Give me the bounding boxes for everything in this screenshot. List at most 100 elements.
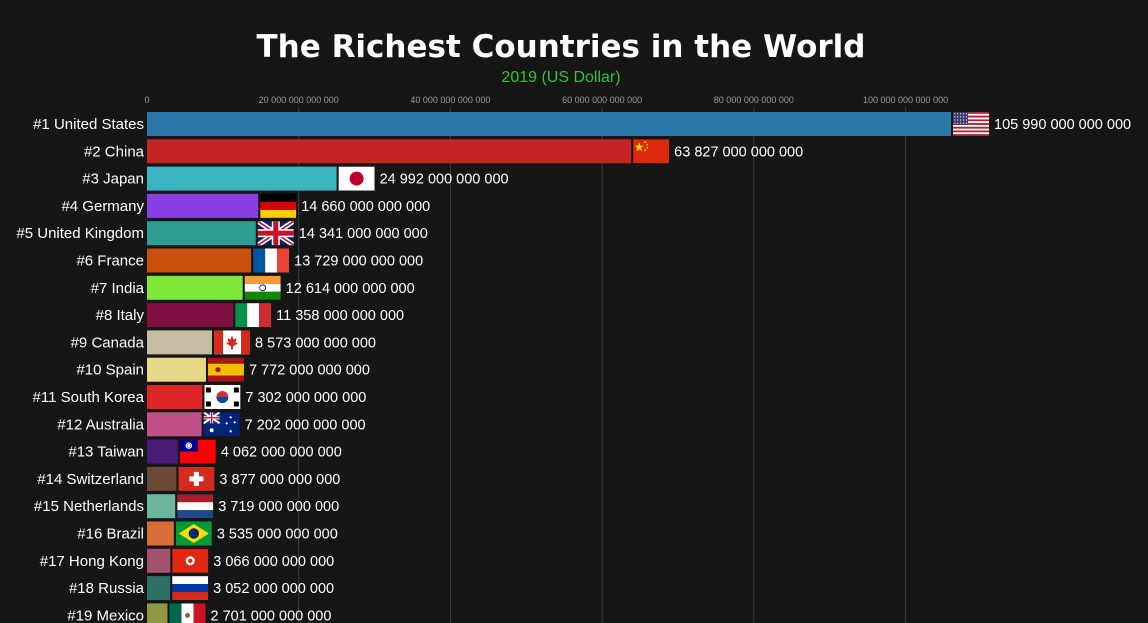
bar bbox=[147, 112, 951, 136]
category-label: #6 France bbox=[76, 253, 144, 270]
x-tick-label: 20 000 000 000 000 bbox=[259, 95, 339, 105]
bar bbox=[147, 275, 243, 300]
flag-ch-icon bbox=[178, 466, 215, 491]
category-label: #19 Mexico bbox=[67, 607, 144, 623]
category-label: #11 South Korea bbox=[33, 389, 145, 406]
value-label: 7 302 000 000 000 bbox=[245, 390, 366, 406]
value-label: 14 660 000 000 000 bbox=[301, 199, 430, 215]
bar-row: #13 Taiwan 4 062 000 000 000 bbox=[68, 439, 342, 464]
bar-row: #8 Italy 11 358 000 000 000 bbox=[96, 303, 404, 328]
bar bbox=[147, 466, 177, 491]
value-label: 24 992 000 000 000 bbox=[380, 172, 509, 188]
flag-ca-icon bbox=[214, 330, 251, 355]
x-tick-label: 80 000 000 000 000 bbox=[714, 95, 794, 105]
bar bbox=[147, 548, 171, 573]
bar-row: #1 United States 105 990 000 000 000 bbox=[33, 112, 1131, 136]
flag-it-icon bbox=[235, 303, 272, 328]
bar-row: #15 Netherlands 3 719 000 000 000 bbox=[34, 494, 339, 519]
bar bbox=[147, 303, 234, 328]
flag-in-icon bbox=[244, 275, 281, 300]
category-label: #16 Brazil bbox=[77, 526, 144, 543]
bars: #1 United States 105 990 000 000 000 #2 Ch… bbox=[16, 112, 1131, 623]
value-label: 12 614 000 000 000 bbox=[286, 281, 415, 297]
value-label: 7 772 000 000 000 bbox=[249, 363, 370, 379]
bar bbox=[147, 521, 174, 546]
category-label: #14 Switzerland bbox=[37, 471, 144, 488]
category-label: #5 United Kingdom bbox=[16, 225, 144, 242]
value-label: 2 701 000 000 000 bbox=[210, 608, 331, 623]
flag-de-icon bbox=[260, 193, 297, 218]
x-tick-label: 100 000 000 000 000 bbox=[863, 95, 948, 105]
flag-es-icon bbox=[207, 357, 244, 382]
bar-row: #2 China 63 827 000 000 000 bbox=[84, 139, 803, 164]
bar bbox=[147, 139, 632, 164]
flag-cn-icon bbox=[633, 139, 670, 164]
gridlines bbox=[298, 107, 907, 623]
bar-row: #19 Mexico 2 701 000 000 000 bbox=[67, 603, 331, 623]
value-label: 13 729 000 000 000 bbox=[294, 254, 423, 270]
bar-row: #17 Hong Kong 3 066 000 000 000 bbox=[40, 548, 334, 573]
bar-row: #14 Switzerland 3 877 000 000 000 bbox=[37, 466, 340, 491]
flag-us-icon bbox=[953, 112, 989, 136]
flag-br-icon bbox=[175, 521, 212, 546]
x-axis-ticks: 0 20 000 000 000 000 40 000 000 000 000 60 … bbox=[144, 95, 948, 105]
category-label: #7 India bbox=[91, 280, 145, 297]
category-label: #2 China bbox=[84, 143, 145, 160]
category-label: #13 Taiwan bbox=[68, 444, 144, 461]
bar-row: #16 Brazil 3 535 000 000 000 bbox=[77, 521, 338, 546]
category-label: #17 Hong Kong bbox=[40, 553, 144, 570]
bar bbox=[147, 193, 259, 218]
x-tick-label: 0 bbox=[144, 95, 149, 105]
bar-row: #12 Australia 7 202 000 000 000 bbox=[57, 412, 366, 437]
bar-row: #5 United Kingdom 14 341 000 000 000 bbox=[16, 221, 428, 246]
value-label: 3 052 000 000 000 bbox=[213, 581, 334, 597]
bar bbox=[147, 357, 206, 382]
category-label: #12 Australia bbox=[57, 416, 144, 433]
flag-ru-icon bbox=[172, 576, 209, 601]
category-label: #15 Netherlands bbox=[34, 498, 144, 515]
bar bbox=[147, 248, 252, 273]
category-label: #18 Russia bbox=[69, 580, 145, 597]
flag-au-icon bbox=[203, 412, 240, 437]
value-label: 3 719 000 000 000 bbox=[218, 499, 339, 515]
category-label: #4 Germany bbox=[61, 198, 144, 215]
bar-row: #9 Canada 8 573 000 000 000 bbox=[71, 330, 376, 355]
bar bbox=[147, 603, 168, 623]
bar-row: #6 France 13 729 000 000 000 bbox=[76, 248, 423, 273]
value-label: 8 573 000 000 000 bbox=[255, 335, 376, 351]
value-label: 7 202 000 000 000 bbox=[245, 417, 366, 433]
bar-row: #4 Germany 14 660 000 000 000 bbox=[61, 193, 430, 218]
value-label: 14 341 000 000 000 bbox=[299, 226, 428, 242]
bar-row: #11 South Korea 7 302 000 000 000 bbox=[33, 385, 366, 409]
x-tick-label: 60 000 000 000 000 bbox=[562, 95, 642, 105]
bar-row: #7 India 12 614 000 000 000 bbox=[91, 275, 415, 300]
bar-row: #18 Russia 3 052 000 000 000 bbox=[69, 576, 334, 601]
value-label: 3 877 000 000 000 bbox=[219, 472, 340, 488]
value-label: 63 827 000 000 000 bbox=[674, 144, 803, 160]
category-label: #1 United States bbox=[33, 116, 144, 133]
category-label: #10 Spain bbox=[76, 362, 144, 379]
bar bbox=[147, 412, 202, 437]
flag-mx-icon bbox=[169, 603, 206, 623]
flag-jp-icon bbox=[338, 166, 375, 191]
value-label: 4 062 000 000 000 bbox=[221, 445, 342, 461]
bar-row: #3 Japan 24 992 000 000 000 bbox=[82, 166, 509, 191]
bar bbox=[147, 330, 213, 355]
bar bbox=[147, 439, 178, 464]
value-label: 3 535 000 000 000 bbox=[217, 527, 338, 543]
chart-title: The Richest Countries in the World bbox=[257, 29, 866, 65]
bar bbox=[147, 494, 176, 519]
flag-nl-icon bbox=[177, 494, 214, 519]
flag-fr-icon bbox=[253, 248, 290, 273]
bar bbox=[147, 385, 203, 409]
value-label: 105 990 000 000 000 bbox=[994, 117, 1131, 133]
chart-subtitle: 2019 (US Dollar) bbox=[501, 69, 620, 86]
category-label: #3 Japan bbox=[82, 171, 144, 188]
category-label: #9 Canada bbox=[71, 334, 145, 351]
bar-row: #10 Spain 7 772 000 000 000 bbox=[76, 357, 370, 382]
category-label: #8 Italy bbox=[96, 307, 145, 324]
flag-kr-icon bbox=[204, 385, 241, 409]
bar bbox=[147, 221, 256, 246]
value-label: 11 358 000 000 000 bbox=[276, 308, 404, 324]
